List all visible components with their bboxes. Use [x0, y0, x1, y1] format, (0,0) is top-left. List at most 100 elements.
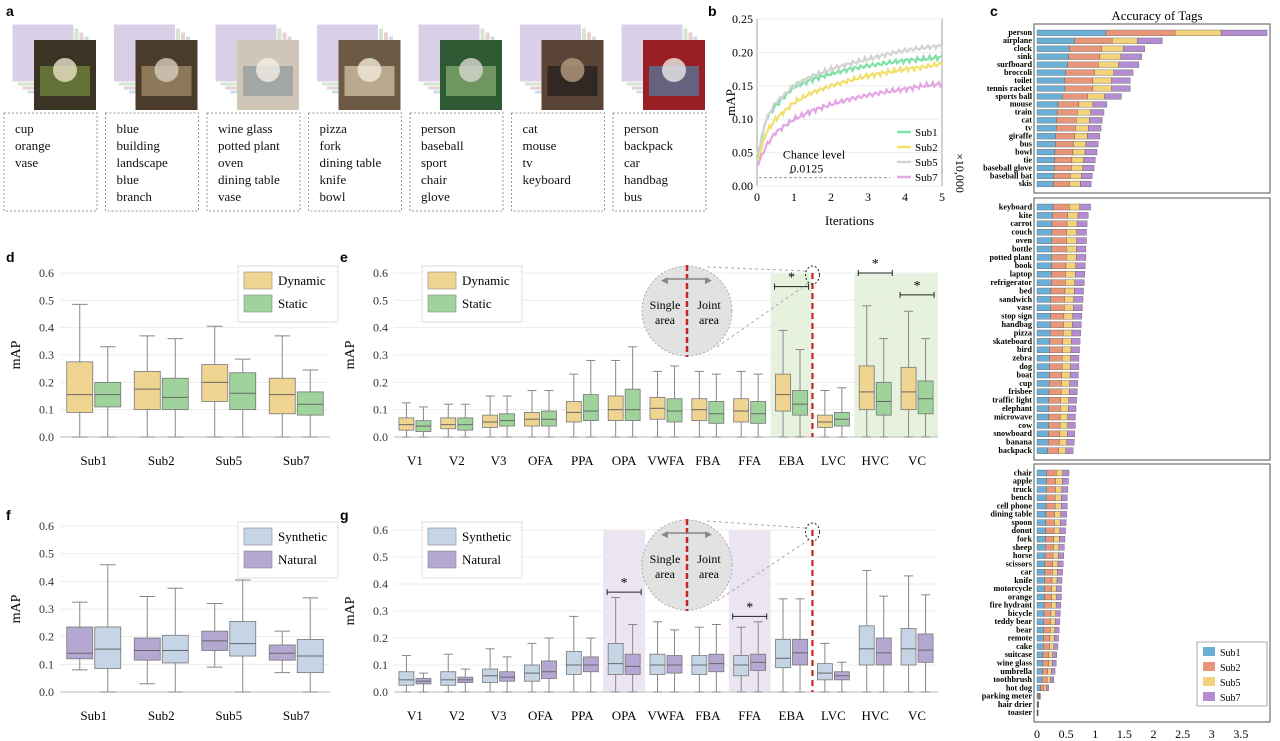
bar-segment [1078, 101, 1094, 108]
bar-segment [1036, 296, 1051, 303]
bar-segment [1066, 245, 1077, 253]
bar-segment [1069, 380, 1078, 387]
significance-label: * [746, 600, 753, 615]
bar-segment [1048, 405, 1061, 412]
box-body [792, 638, 808, 666]
box-body [582, 656, 599, 673]
bar-segment [1052, 560, 1059, 568]
tag-box [3, 112, 98, 212]
bar-category-label: bird [1017, 345, 1032, 354]
tag-label: landscape [117, 155, 168, 170]
bar-segment [1036, 304, 1051, 311]
legend-label: Dynamic [462, 273, 510, 288]
panel-label-e: e [340, 249, 348, 265]
tag-label: potted plant [218, 138, 280, 153]
significance-label: * [914, 279, 921, 294]
bar-category-label: surfboard [997, 60, 1032, 69]
bar-segment [1044, 593, 1052, 601]
bar-segment [1111, 37, 1138, 44]
bar-segment [1036, 659, 1043, 667]
bar-segment [1070, 346, 1080, 353]
panel-label-g: g [340, 507, 349, 523]
stimulus-image-detail [357, 58, 382, 82]
inset-left-label: area [655, 313, 676, 327]
tag-label: cat [523, 121, 539, 136]
y-tick-label: 0.6 [39, 266, 54, 280]
bar-segment [1077, 109, 1091, 116]
image-tag-group: cup orange vase [3, 23, 98, 212]
box-body [66, 361, 94, 413]
series-line-sub2 [756, 60, 943, 161]
bar-segment [1045, 511, 1055, 518]
bar-category-label: cell phone [997, 501, 1033, 510]
y-tick-label: 0.0 [373, 685, 388, 699]
x-tick-label: V3 [491, 708, 507, 723]
tag-box [511, 112, 605, 212]
stimulus-image-detail [662, 58, 686, 82]
bar-segment [1053, 535, 1060, 543]
bar-segment [1076, 220, 1088, 227]
x-tick-label: V2 [449, 708, 465, 723]
box-body [607, 395, 624, 422]
bar-segment [1048, 422, 1061, 429]
tag-label: baseball [421, 138, 464, 153]
bar-category-label: broccoli [1004, 68, 1033, 77]
x-tick-label: Sub2 [148, 453, 175, 468]
bar-segment [1062, 338, 1072, 345]
bar-segment [1049, 380, 1062, 387]
bar-segment [1036, 469, 1047, 477]
legend-label: Sub1 [1220, 648, 1241, 659]
bar-segment [1047, 668, 1052, 675]
bar-segment [1060, 388, 1070, 395]
tag-box [206, 112, 301, 212]
x-tick-label: 4 [902, 190, 908, 204]
bar-segment [1050, 676, 1055, 683]
bar-segment [1050, 296, 1065, 303]
y-tick-label: 0.1 [373, 403, 388, 417]
box-body [296, 391, 324, 416]
y-tick-label: 0.4 [373, 577, 388, 591]
bar-segment [1072, 149, 1086, 156]
bar-segment [1064, 296, 1074, 303]
box-body [565, 401, 582, 423]
y-tick-label: 0.05 [732, 146, 753, 160]
bar-segment [1056, 585, 1062, 592]
bar-segment [1071, 164, 1083, 172]
bar-category-label: scissors [1006, 559, 1032, 568]
bar-segment [1036, 693, 1039, 700]
x-tick-label: 3 [1209, 727, 1215, 741]
bar-segment [1036, 439, 1049, 446]
bar-category-label: giraffe [1009, 132, 1033, 141]
bar-segment [1067, 413, 1076, 421]
bar-category-label: dining table [990, 510, 1032, 519]
legend-label: Sub5 [1220, 678, 1241, 689]
bar-segment [1061, 371, 1071, 379]
bar-segment [1063, 329, 1073, 337]
box-body [440, 671, 457, 686]
bar-segment [1075, 245, 1087, 253]
bar-segment [1036, 141, 1056, 148]
legend-label: Natural [462, 552, 501, 567]
bar-segment [1072, 313, 1083, 320]
bar-segment [1050, 610, 1056, 617]
bar-segment [1069, 180, 1081, 187]
box-body [666, 398, 683, 423]
tag-label: fork [320, 138, 342, 153]
tag-label: blue [117, 121, 140, 136]
bar-segment [1051, 220, 1068, 227]
box-body [582, 394, 599, 421]
x-tick-label: EBA [779, 453, 806, 468]
bar-segment [1036, 626, 1044, 634]
x-tick-label: FFA [738, 708, 761, 723]
bar-segment [1051, 668, 1056, 675]
bar-segment [1036, 651, 1044, 658]
bar-segment [1059, 535, 1066, 543]
bar-category-label: parking meter [982, 692, 1033, 701]
bar-category-label: traffic light [992, 396, 1032, 405]
inset-connector [706, 520, 806, 529]
box-body [775, 373, 791, 412]
bar-segment [1069, 45, 1102, 52]
y-tick-label: 0.2 [39, 375, 54, 389]
bar-segment [1036, 643, 1044, 650]
bar-segment [1036, 380, 1050, 387]
